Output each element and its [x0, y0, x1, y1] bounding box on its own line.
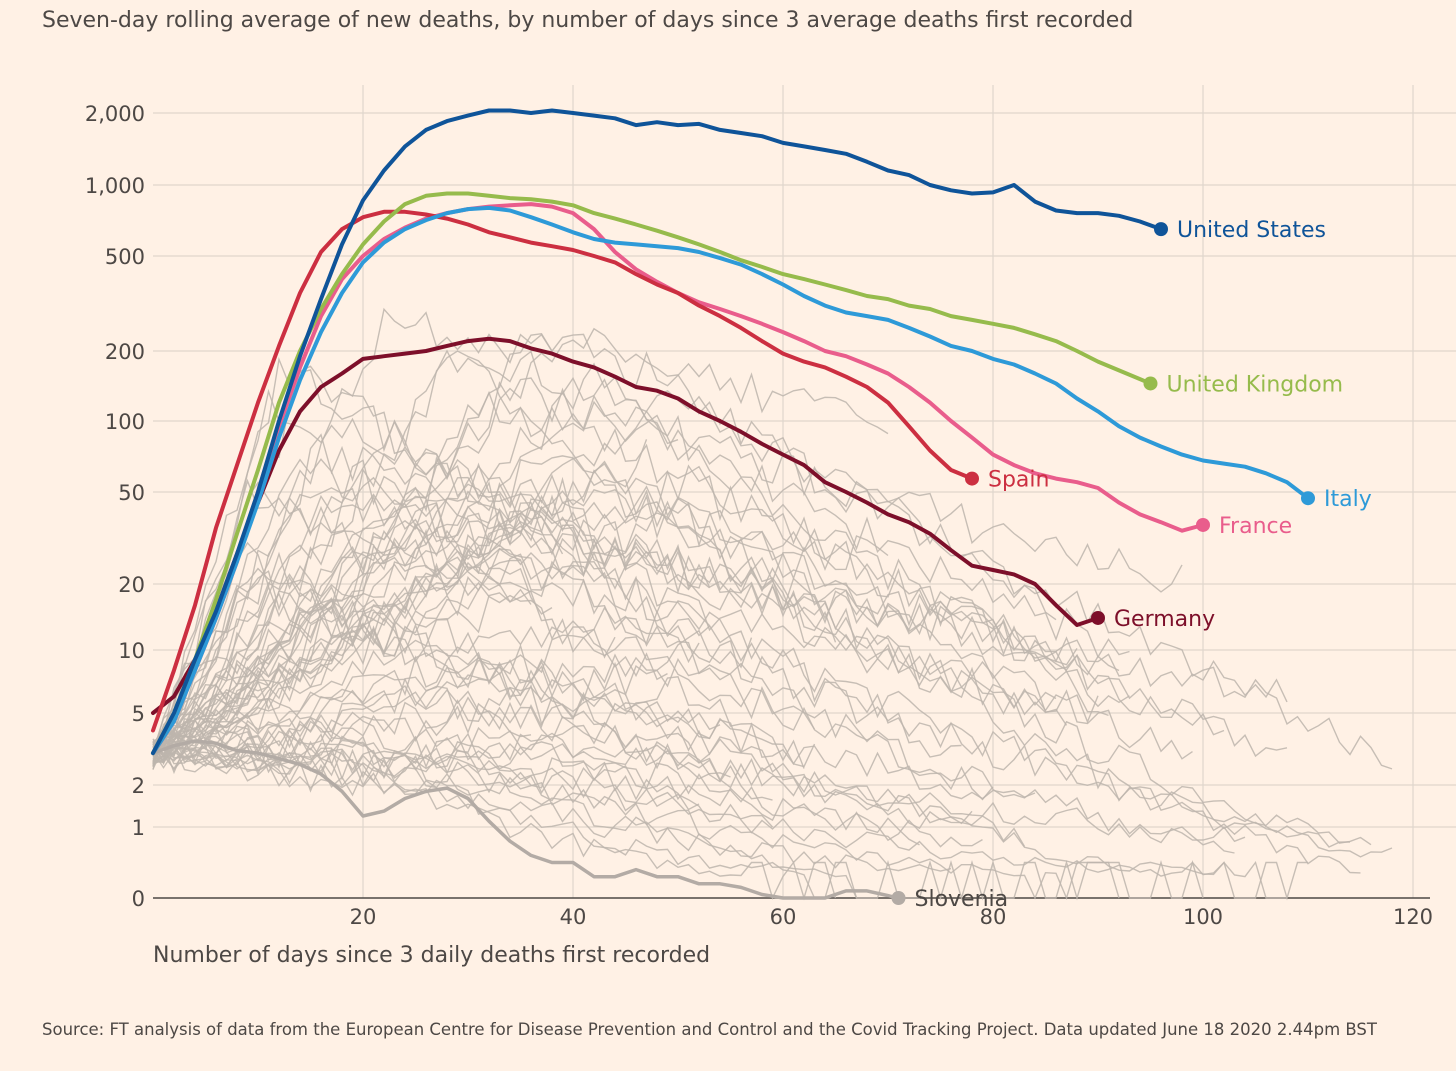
- background-country-line: [152, 584, 721, 759]
- y-tick-label: 0: [132, 887, 145, 911]
- background-country-line: [152, 606, 700, 769]
- series-end-marker-united-states: [1154, 222, 1168, 237]
- y-tick-label: 200: [105, 340, 145, 364]
- y-tick-label: 2,000: [85, 102, 145, 126]
- background-country-line: [152, 541, 816, 768]
- x-tick-label: 40: [560, 905, 587, 929]
- series-line-germany: [151, 336, 1100, 715]
- background-country-line: [152, 476, 1068, 765]
- axis-tick-labels: 0 1 2 5 10 20 50 100 200 500 1,000 2,000 20 40 60 80 100…: [85, 102, 1433, 929]
- background-country-line: [152, 465, 1225, 747]
- background-country-line: [152, 433, 564, 765]
- background-country-line: [152, 739, 983, 848]
- series-line-spain: [151, 209, 974, 733]
- background-country-line: [152, 377, 1183, 748]
- background-country-line: [152, 439, 648, 762]
- x-tick-label: 120: [1393, 905, 1433, 929]
- background-country-line: [152, 350, 1288, 758]
- series-line-slovenia: [151, 739, 901, 900]
- background-country-line: [152, 567, 1026, 847]
- background-country-line: [152, 528, 668, 764]
- background-country-line: [152, 389, 1393, 770]
- background-country-line: [152, 388, 837, 752]
- background-country-line: [152, 481, 532, 756]
- series-label-united-states: United States: [1177, 218, 1326, 243]
- y-tick-label: 100: [105, 410, 145, 434]
- background-country-line: [152, 739, 1287, 899]
- background-country-line: [152, 739, 1246, 844]
- background-country-line: [152, 657, 1235, 854]
- background-country-line: [152, 459, 994, 801]
- background-country-line: [152, 458, 553, 767]
- series-lines: [151, 108, 1310, 900]
- background-country-line: [152, 478, 616, 756]
- background-country-line: [152, 745, 774, 828]
- y-tick-label: 50: [118, 481, 145, 505]
- background-country-line: [152, 462, 889, 763]
- y-tick-label: 500: [105, 245, 145, 269]
- series-line-united-kingdom: [151, 191, 1153, 756]
- series-label-italy: Italy: [1324, 487, 1372, 512]
- background-country-line: [152, 349, 679, 765]
- series-label-united-kingdom: United Kingdom: [1167, 372, 1344, 397]
- background-country-line: [152, 743, 1120, 901]
- x-axis-label: Number of days since 3 daily deaths firs…: [153, 943, 710, 968]
- background-country-line: [152, 741, 1204, 901]
- background-country-line: [152, 744, 952, 872]
- background-country-line: [152, 732, 1308, 901]
- series-label-germany: Germany: [1114, 607, 1215, 632]
- series-end-marker-united-kingdom: [1143, 376, 1158, 391]
- background-country-line: [152, 526, 1351, 848]
- y-tick-label: 20: [118, 573, 145, 597]
- background-country-lines: [152, 307, 1393, 901]
- background-country-line: [152, 455, 1109, 759]
- background-country-line: [152, 674, 973, 825]
- background-country-line: [152, 721, 731, 780]
- series-line-united-states: [151, 108, 1163, 756]
- source-note: Source: FT analysis of data from the Eur…: [42, 1020, 1377, 1039]
- series-label-slovenia: Slovenia: [915, 887, 1009, 912]
- series-end-marker-france: [1196, 517, 1210, 532]
- y-tick-label: 5: [132, 702, 145, 726]
- y-tick-label: 1: [132, 816, 145, 840]
- background-country-line: [152, 493, 1288, 744]
- background-country-line: [152, 733, 700, 811]
- series-end-marker-germany: [1091, 610, 1105, 625]
- x-tick-label: 100: [1183, 905, 1223, 929]
- x-tick-label: 20: [350, 905, 377, 929]
- x-tick-label: 60: [770, 905, 797, 929]
- series-label-france: France: [1219, 514, 1292, 539]
- series-labels: Slovenia Germany France Spain Italy United Ki…: [891, 218, 1372, 912]
- series-label-spain: Spain: [988, 468, 1049, 493]
- background-country-line: [152, 497, 1193, 763]
- y-tick-label: 2: [132, 774, 145, 798]
- y-tick-label: 10: [118, 639, 145, 663]
- background-country-line: [152, 570, 773, 801]
- series-end-marker-slovenia: [891, 891, 906, 905]
- background-country-line: [152, 400, 1130, 770]
- series-end-marker-italy: [1301, 491, 1315, 506]
- series-end-marker-spain: [965, 471, 979, 486]
- background-country-line: [152, 487, 1393, 858]
- background-country-line: [152, 356, 710, 749]
- series-line-italy: [151, 205, 1310, 756]
- y-tick-label: 1,000: [85, 174, 145, 198]
- chart-title: Seven-day rolling average of new deaths,…: [42, 8, 1134, 33]
- x-tick-label: 80: [980, 905, 1007, 929]
- background-country-line: [152, 332, 889, 759]
- background-country-line: [152, 634, 816, 761]
- background-country-line: [152, 362, 1130, 753]
- background-country-line: [152, 476, 1120, 757]
